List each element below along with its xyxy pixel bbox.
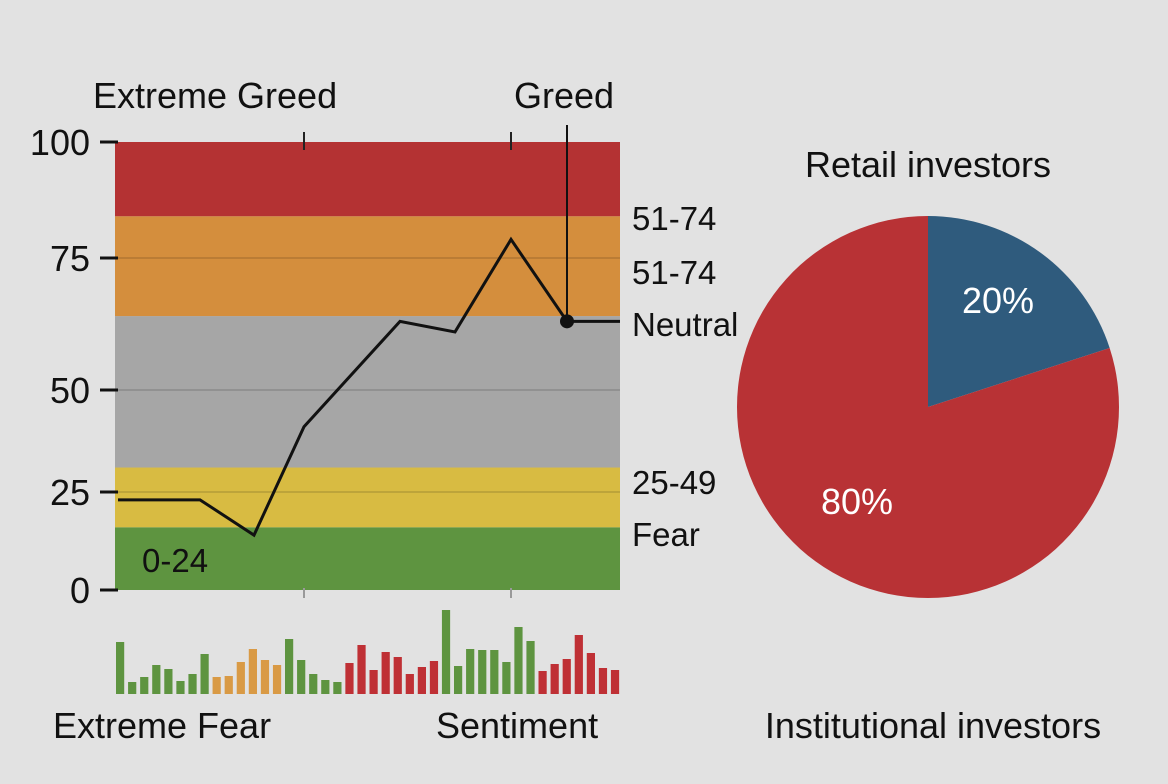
volume-bar	[526, 641, 535, 694]
y-tick-label-0: 0	[70, 570, 90, 611]
volume-bar	[224, 676, 233, 694]
volume-bar	[297, 660, 306, 694]
band-label-fear: Fear	[632, 516, 700, 553]
sentiment-polyline	[118, 236, 620, 538]
volume-bar	[454, 666, 463, 694]
volume-bar	[369, 670, 378, 694]
volume-bar	[381, 652, 390, 694]
volume-bar	[345, 663, 354, 694]
pie-label-institutional-share: 80%	[821, 481, 893, 522]
gridlines	[115, 132, 620, 598]
pie-label-retail-share: 20%	[962, 280, 1034, 321]
y-tick-label-75: 75	[50, 238, 90, 279]
band-label-fear-range: 25-49	[632, 464, 716, 501]
volume-bar	[260, 660, 270, 694]
volume-bar	[321, 680, 330, 694]
volume-bar	[188, 674, 197, 694]
volume-bar	[610, 670, 620, 694]
bottom-label-sentiment: Sentiment	[436, 705, 598, 746]
bottom-label-extreme-fear: Extreme Fear	[53, 705, 271, 746]
band-1	[115, 467, 620, 528]
volume-bar	[236, 662, 245, 694]
volume-bar	[309, 674, 318, 694]
sentiment-bands	[115, 142, 620, 590]
pie-slice-1	[737, 216, 1119, 598]
volume-bar	[502, 662, 511, 694]
volume-bar	[272, 665, 282, 694]
volume-bar	[514, 627, 523, 694]
y-tick-label-100: 100	[30, 122, 90, 163]
band-label-greed-range: 51-74	[632, 200, 716, 237]
y-axis: 0 25 50 75 100	[30, 122, 118, 611]
band-2	[115, 316, 620, 468]
band-4	[115, 142, 620, 217]
volume-bar	[285, 639, 294, 694]
volume-bar	[586, 653, 595, 694]
pie-slice-0	[928, 216, 1110, 407]
volume-bar	[128, 682, 137, 694]
volume-bar	[490, 650, 499, 694]
volume-bar	[574, 635, 583, 694]
volume-bar	[562, 659, 571, 694]
volume-bar	[466, 649, 475, 694]
volume-bar	[140, 677, 149, 694]
volume-bar	[333, 682, 342, 694]
volume-bar	[200, 654, 209, 694]
pie-footer: Institutional investors	[765, 705, 1101, 746]
y-tick-label-50: 50	[50, 370, 90, 411]
volume-bar	[429, 661, 439, 694]
top-label-greed: Greed	[514, 75, 614, 116]
volume-bar	[538, 671, 547, 694]
volume-bar	[164, 669, 173, 694]
volume-bars	[116, 610, 620, 694]
volume-bar	[478, 650, 487, 694]
volume-bar	[116, 642, 125, 694]
y-tick-label-25: 25	[50, 472, 90, 513]
volume-bar	[598, 668, 608, 694]
top-label-extreme-greed: Extreme Greed	[93, 75, 337, 116]
volume-bar	[550, 664, 559, 694]
volume-bar	[357, 645, 366, 694]
band-3	[115, 216, 620, 317]
sentiment-line	[118, 125, 620, 538]
volume-bar	[441, 610, 451, 694]
band-label-neutral: Neutral	[632, 306, 738, 343]
volume-bar	[248, 649, 257, 694]
volume-bar	[152, 665, 161, 694]
volume-bar	[212, 677, 221, 694]
band-label-extreme-fear-range: 0-24	[142, 542, 208, 579]
investor-pie	[737, 216, 1119, 598]
band-0	[115, 527, 620, 590]
volume-bar	[393, 657, 402, 694]
volume-bar	[417, 667, 426, 694]
current-value-marker	[560, 314, 574, 329]
pie-title: Retail investors	[805, 144, 1051, 185]
band-label-greed-range-2: 51-74	[632, 254, 716, 291]
volume-bar	[405, 674, 414, 694]
volume-bar	[176, 681, 185, 694]
